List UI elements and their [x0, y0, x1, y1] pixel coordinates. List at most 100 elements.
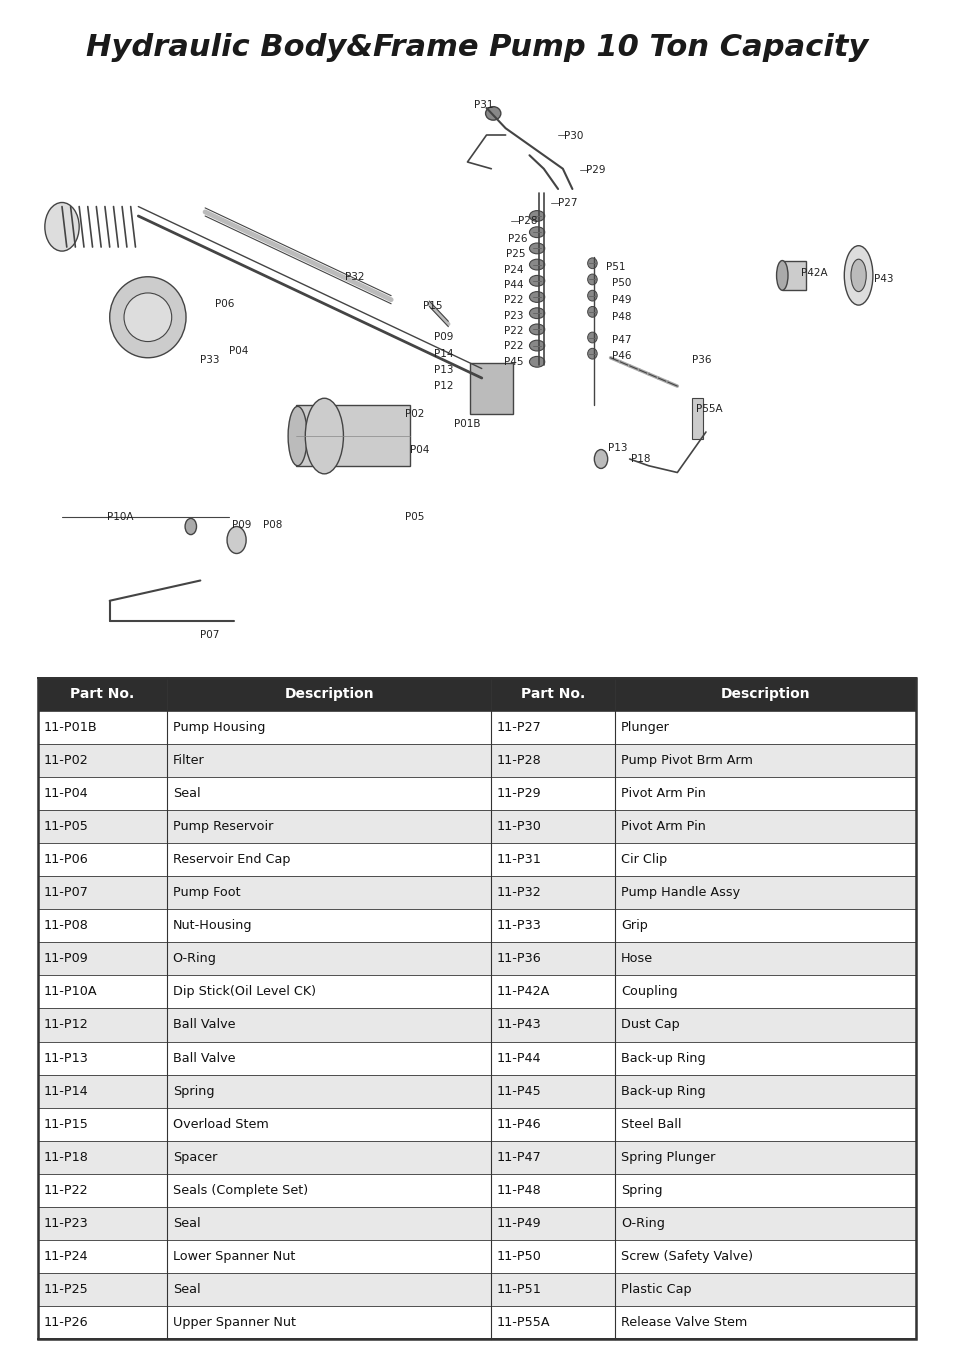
Ellipse shape: [305, 398, 343, 474]
Ellipse shape: [587, 274, 597, 285]
Text: P22: P22: [503, 340, 522, 351]
Bar: [38, 1273, 167, 1307]
FancyBboxPatch shape: [295, 405, 410, 466]
Bar: [491, 1107, 615, 1141]
Bar: [167, 910, 491, 942]
Bar: [615, 678, 915, 710]
Text: Pump Housing: Pump Housing: [172, 721, 265, 734]
Text: 11-P10A: 11-P10A: [44, 986, 97, 999]
Bar: [38, 876, 167, 910]
Bar: [167, 744, 491, 778]
Text: P50: P50: [611, 278, 630, 289]
Text: 11-P44: 11-P44: [497, 1052, 541, 1065]
Text: P02: P02: [405, 409, 424, 420]
Bar: [491, 710, 615, 744]
Text: 11-P07: 11-P07: [44, 886, 89, 899]
Text: 11-P25: 11-P25: [44, 1282, 89, 1296]
Ellipse shape: [776, 261, 787, 290]
Bar: [38, 1241, 167, 1273]
Text: P32: P32: [345, 271, 364, 282]
Text: P42A: P42A: [801, 267, 827, 278]
Ellipse shape: [529, 340, 544, 351]
Bar: [491, 1307, 615, 1339]
Text: P47: P47: [611, 335, 630, 346]
Bar: [615, 942, 915, 975]
Text: Pump Pivot Brm Arm: Pump Pivot Brm Arm: [620, 753, 752, 767]
Bar: [615, 1207, 915, 1239]
Text: P09: P09: [232, 520, 251, 531]
Bar: [38, 710, 167, 744]
Text: 11-P29: 11-P29: [497, 787, 541, 801]
Text: Screw (Safety Valve): Screw (Safety Valve): [620, 1250, 752, 1264]
Text: 11-P31: 11-P31: [497, 853, 541, 867]
Bar: [615, 1241, 915, 1273]
Ellipse shape: [587, 258, 597, 269]
Bar: [491, 975, 615, 1008]
Bar: [491, 876, 615, 910]
FancyBboxPatch shape: [691, 398, 702, 439]
Bar: [491, 942, 615, 975]
Ellipse shape: [587, 348, 597, 359]
Text: Plastic Cap: Plastic Cap: [620, 1282, 691, 1296]
Bar: [38, 842, 167, 876]
Ellipse shape: [594, 450, 607, 468]
Bar: [615, 1307, 915, 1339]
Bar: [615, 1273, 915, 1307]
Text: P24: P24: [503, 265, 522, 275]
Ellipse shape: [227, 526, 246, 554]
Bar: [615, 778, 915, 810]
Text: 11-P22: 11-P22: [44, 1184, 89, 1197]
Text: 11-P13: 11-P13: [44, 1052, 89, 1065]
Ellipse shape: [529, 356, 544, 367]
Text: 11-P23: 11-P23: [44, 1216, 89, 1230]
Text: P48: P48: [611, 312, 630, 323]
Text: P23: P23: [503, 310, 522, 321]
Text: Spring: Spring: [620, 1184, 662, 1197]
Bar: [491, 1042, 615, 1075]
Bar: [38, 1008, 167, 1042]
Bar: [167, 1173, 491, 1207]
Text: 11-P04: 11-P04: [44, 787, 89, 801]
Bar: [491, 1141, 615, 1174]
Bar: [491, 778, 615, 810]
Text: 11-P48: 11-P48: [497, 1184, 541, 1197]
Ellipse shape: [529, 211, 544, 221]
Text: 11-P42A: 11-P42A: [497, 986, 550, 999]
Text: 11-P27: 11-P27: [497, 721, 541, 734]
Bar: [167, 1241, 491, 1273]
Text: Upper Spanner Nut: Upper Spanner Nut: [172, 1316, 295, 1330]
Text: 11-P49: 11-P49: [497, 1216, 541, 1230]
Text: P33: P33: [200, 355, 219, 366]
Text: 11-P15: 11-P15: [44, 1118, 89, 1131]
Text: Cir Clip: Cir Clip: [620, 853, 666, 867]
Bar: [491, 678, 615, 710]
Text: Overload Stem: Overload Stem: [172, 1118, 268, 1131]
Text: Seal: Seal: [172, 1216, 200, 1230]
Text: P55A: P55A: [696, 404, 722, 414]
Bar: [491, 1008, 615, 1042]
Text: Release Valve Stem: Release Valve Stem: [620, 1316, 746, 1330]
Text: Grip: Grip: [620, 919, 647, 933]
Bar: [167, 778, 491, 810]
Bar: [167, 1307, 491, 1339]
Text: P18: P18: [630, 454, 649, 464]
Bar: [38, 942, 167, 975]
Text: Reservoir End Cap: Reservoir End Cap: [172, 853, 290, 867]
Text: Plunger: Plunger: [620, 721, 669, 734]
Text: 11-P33: 11-P33: [497, 919, 541, 933]
Bar: [38, 910, 167, 942]
Bar: [38, 1141, 167, 1174]
Bar: [167, 678, 491, 710]
Text: P14: P14: [434, 348, 453, 359]
Ellipse shape: [587, 332, 597, 343]
Bar: [615, 1141, 915, 1174]
Bar: [491, 1207, 615, 1239]
Bar: [491, 1273, 615, 1307]
Text: Lower Spanner Nut: Lower Spanner Nut: [172, 1250, 294, 1264]
Text: 11-P18: 11-P18: [44, 1150, 89, 1164]
Bar: [38, 1207, 167, 1239]
Bar: [167, 1008, 491, 1042]
Ellipse shape: [587, 306, 597, 317]
Ellipse shape: [529, 324, 544, 335]
Text: P05: P05: [405, 512, 424, 522]
